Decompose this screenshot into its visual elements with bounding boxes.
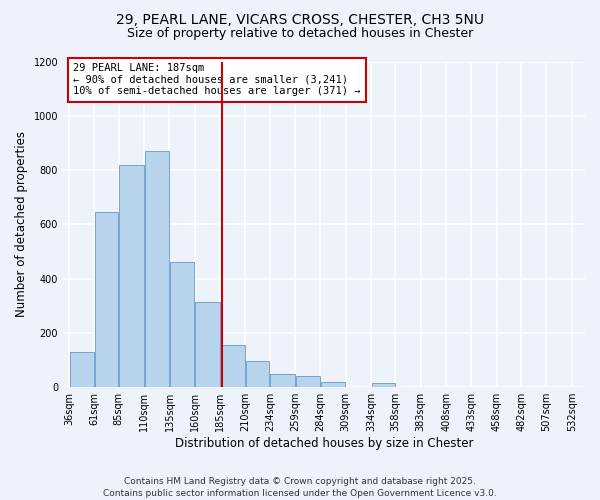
Bar bbox=[246, 362, 269, 387]
Bar bbox=[170, 262, 194, 387]
Bar bbox=[296, 376, 320, 387]
Bar bbox=[321, 382, 346, 387]
Bar bbox=[371, 383, 395, 387]
Bar bbox=[119, 164, 144, 387]
Bar bbox=[270, 374, 295, 387]
Bar bbox=[195, 302, 220, 387]
Bar bbox=[221, 345, 245, 387]
Text: 29 PEARL LANE: 187sqm
← 90% of detached houses are smaller (3,241)
10% of semi-d: 29 PEARL LANE: 187sqm ← 90% of detached … bbox=[73, 63, 361, 96]
Text: Size of property relative to detached houses in Chester: Size of property relative to detached ho… bbox=[127, 28, 473, 40]
X-axis label: Distribution of detached houses by size in Chester: Distribution of detached houses by size … bbox=[175, 437, 473, 450]
Bar bbox=[70, 352, 94, 387]
Bar bbox=[95, 212, 118, 387]
Text: Contains HM Land Registry data © Crown copyright and database right 2025.
Contai: Contains HM Land Registry data © Crown c… bbox=[103, 476, 497, 498]
Y-axis label: Number of detached properties: Number of detached properties bbox=[15, 132, 28, 318]
Text: 29, PEARL LANE, VICARS CROSS, CHESTER, CH3 5NU: 29, PEARL LANE, VICARS CROSS, CHESTER, C… bbox=[116, 12, 484, 26]
Bar bbox=[145, 151, 169, 387]
